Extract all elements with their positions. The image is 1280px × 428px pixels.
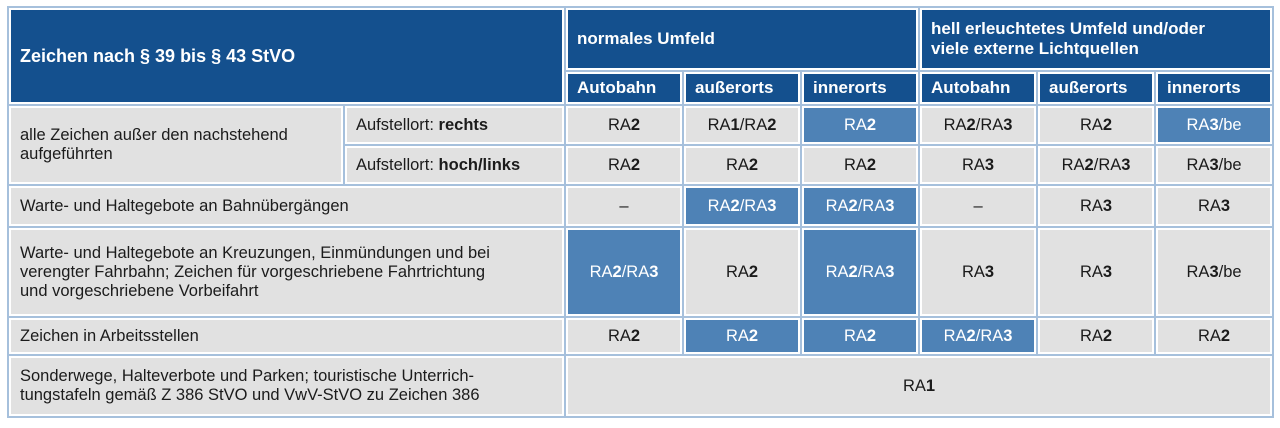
row-label-sonderwege: Sonderwege, Halteverbote und Parken; tou… — [9, 356, 564, 416]
row-label-arbeitsstellen: Zeichen in Arbeitsstellen — [9, 318, 564, 354]
ra-cell: RA2/RA3 — [684, 186, 800, 226]
aufstellort-prefix: Aufstellort: — [356, 155, 439, 174]
table-row: Warte- und Haltegebote an Bahnübergängen… — [9, 186, 1273, 226]
table-row: Warte- und Haltegebote an Kreuzungen, Ei… — [9, 228, 1273, 316]
table-row: Zeichen in Arbeitsstellen RA2 RA2 RA2 RA… — [9, 318, 1273, 354]
group-header-helles-umfeld: hell erleuchtetes Umfeld und/oder viele … — [920, 8, 1273, 70]
row-label-kreuzungen: Warte- und Haltegebote an Kreuzungen, Ei… — [9, 228, 564, 316]
ra-cell: RA2 — [802, 318, 919, 354]
header-row-columns: Autobahn außerorts innerorts Autobahn au… — [9, 72, 1273, 104]
ra-cell: RA1/RA2 — [684, 106, 800, 144]
ra-cell: RA2/RA3 — [802, 186, 919, 226]
ra-cell: RA3 — [1156, 186, 1273, 226]
ra-cell: RA2 — [684, 228, 800, 316]
ra-cell: RA2 — [566, 318, 682, 354]
ra-cell: – — [920, 186, 1037, 226]
column-header-autobahn-1: Autobahn — [566, 72, 682, 104]
row-label-alle-zeichen: alle Zeichen außer den nachstehend aufge… — [9, 106, 343, 184]
ra-cell: RA2 — [802, 106, 919, 144]
ra-cell: RA3/be — [1156, 106, 1273, 144]
table-row: Sonderwege, Halteverbote und Parken; tou… — [9, 356, 1273, 416]
group-header-normales-umfeld: normales Umfeld — [566, 8, 919, 70]
ra-cell: RA3/be — [1156, 228, 1273, 316]
header-row-groups: Zeichen nach § 39 bis § 43 StVO normales… — [9, 8, 1273, 104]
ra-cell: RA2 — [802, 146, 919, 184]
table-title: Zeichen nach § 39 bis § 43 StVO — [9, 8, 564, 104]
row-label-bahnuebergaenge: Warte- und Haltegebote an Bahnübergängen — [9, 186, 564, 226]
ra-cell-span: RA1 — [566, 356, 1273, 416]
table-row: alle Zeichen außer den nachstehend aufge… — [9, 106, 1273, 184]
column-header-ausserorts-2: außerorts — [1038, 72, 1155, 104]
ra-cell: RA2 — [566, 146, 682, 184]
aufstellort-prefix: Aufstellort: — [356, 115, 439, 134]
ra-cell: RA2 — [1156, 318, 1273, 354]
aufstellort-hoch-links-cell: Aufstellort: hoch/links — [345, 146, 564, 184]
aufstellort-rechts-cell: Aufstellort: rechts — [345, 106, 564, 144]
aufstellort-value: hoch/links — [438, 155, 521, 174]
column-header-innerorts-2: innerorts — [1156, 72, 1273, 104]
ra-cell: RA3 — [1038, 228, 1155, 316]
ra-cell: RA3 — [920, 146, 1037, 184]
ra-cell: RA3/be — [1156, 146, 1273, 184]
ra-cell: RA2/RA3 — [1038, 146, 1155, 184]
ra-cell: RA2 — [1038, 106, 1155, 144]
ra-cell: RA2/RA3 — [920, 318, 1037, 354]
ra-cell: RA3 — [920, 228, 1037, 316]
aufstellort-value: rechts — [438, 115, 489, 134]
ra-cell: RA2 — [1038, 318, 1155, 354]
ra-cell: RA3 — [1038, 186, 1155, 226]
ra-cell: – — [566, 186, 682, 226]
table-row: Aufstellort: hoch/links RA2 RA2 RA2 RA3 … — [9, 146, 1273, 184]
reflection-class-table: Zeichen nach § 39 bis § 43 StVO normales… — [7, 6, 1275, 418]
column-header-ausserorts-1: außerorts — [684, 72, 800, 104]
ra-cell: RA2/RA3 — [802, 228, 919, 316]
ra-cell: RA2 — [684, 318, 800, 354]
ra-cell: RA2 — [566, 106, 682, 144]
column-header-innerorts-1: innerorts — [802, 72, 919, 104]
ra-cell: RA2/RA3 — [566, 228, 682, 316]
column-header-autobahn-2: Autobahn — [920, 72, 1037, 104]
ra-cell: RA2/RA3 — [920, 106, 1037, 144]
ra-cell: RA2 — [684, 146, 800, 184]
